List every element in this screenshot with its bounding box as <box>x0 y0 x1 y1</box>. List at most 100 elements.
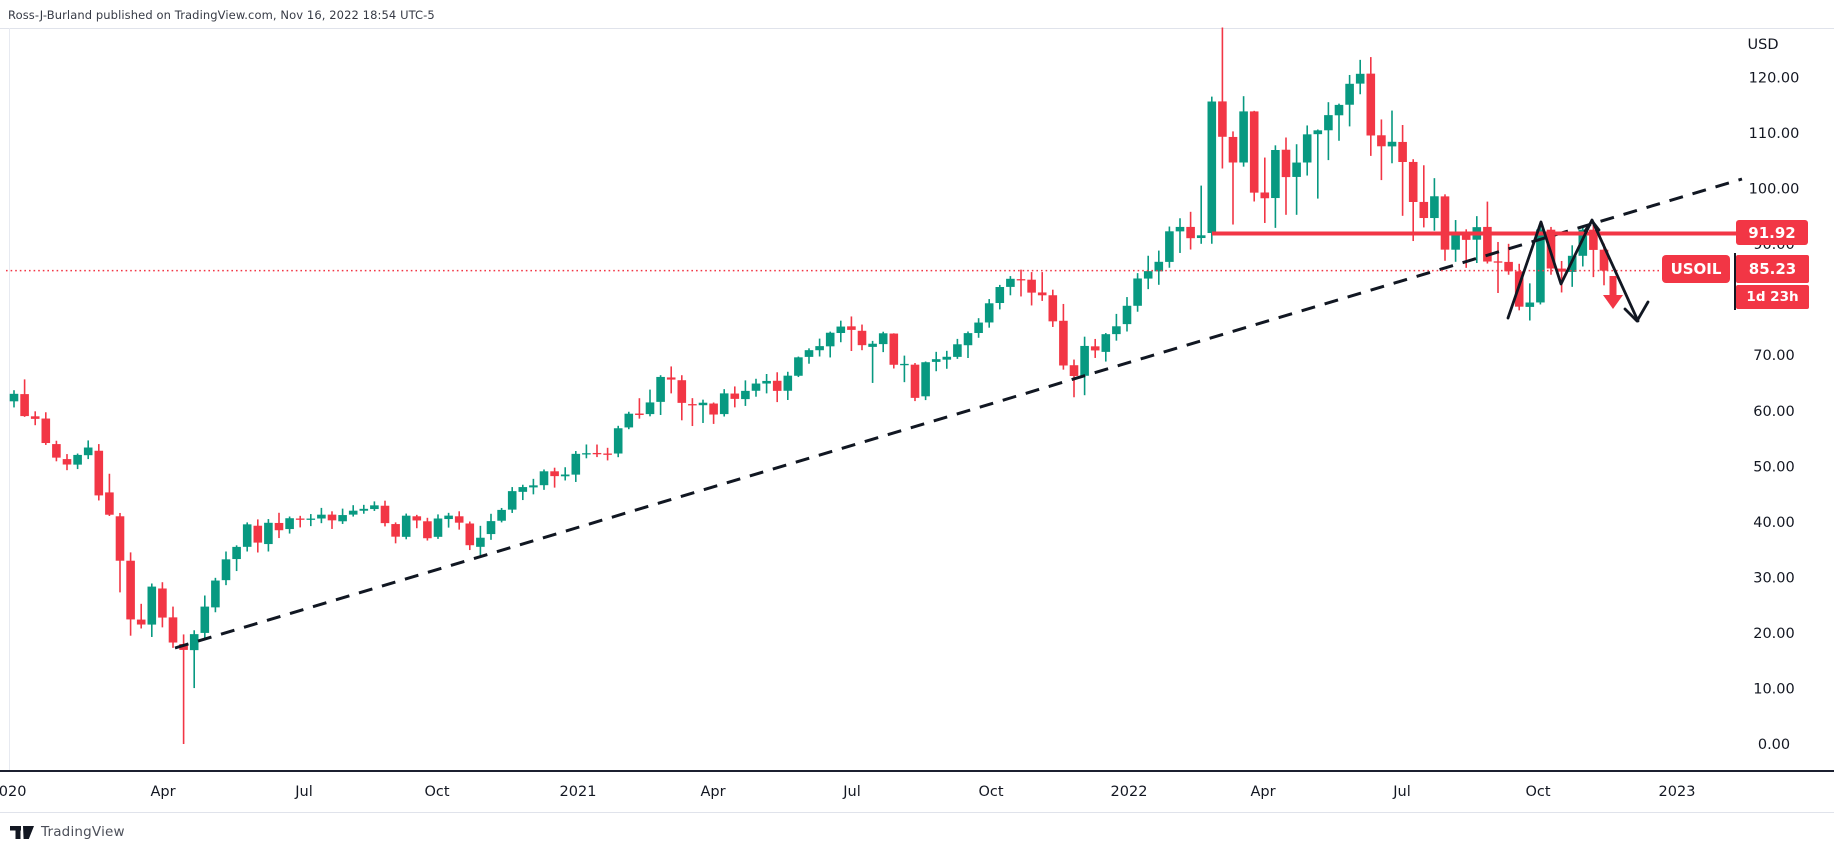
candle-body <box>1440 196 1450 250</box>
candle-body <box>52 444 61 458</box>
tradingview-logo-icon <box>10 825 34 839</box>
candle-body <box>274 522 284 531</box>
time-tick-label: 2020 <box>0 784 26 800</box>
candle-body <box>370 505 379 510</box>
candle-body <box>953 344 962 357</box>
candle-body <box>984 303 994 323</box>
candle-body <box>30 416 40 419</box>
candle-body <box>1271 149 1280 199</box>
price-tick-label: 0.00 <box>1758 737 1790 753</box>
candle-body <box>804 350 814 357</box>
time-tick-label: Oct <box>424 784 449 800</box>
time-axis[interactable] <box>0 772 1834 812</box>
candle-body <box>41 418 51 444</box>
candle-body <box>1536 229 1545 303</box>
candle-body <box>1525 302 1535 307</box>
candle-body <box>635 413 644 415</box>
candle-body <box>423 521 432 539</box>
candle-body <box>147 586 157 625</box>
zigzag-projection-drawing[interactable] <box>1506 218 1640 323</box>
candle-body <box>1143 271 1153 279</box>
zigzag-arrowhead <box>1583 219 1601 233</box>
candle-body <box>497 509 506 521</box>
time-tick-label: Jul <box>1392 784 1411 800</box>
bar-countdown-badge: 1d 23h <box>1736 285 1809 309</box>
candle-body <box>1504 261 1513 272</box>
time-tick-label: Jul <box>842 784 861 800</box>
candle-body <box>1366 73 1376 136</box>
candle-body <box>433 518 443 537</box>
candle-body <box>1387 141 1397 147</box>
candle-body <box>529 485 538 488</box>
candle-body <box>1165 231 1174 262</box>
candle-body <box>613 428 623 454</box>
candle-body <box>1419 201 1429 219</box>
price-line-label-badge: 91.92 <box>1736 220 1808 245</box>
price-tick-label: 60.00 <box>1753 404 1795 420</box>
red-down-arrow-shaft[interactable] <box>1609 276 1617 295</box>
candle-body <box>1006 278 1015 287</box>
candle-body <box>1334 104 1344 116</box>
candle-body <box>401 515 411 537</box>
time-tick-label: Oct <box>1525 784 1550 800</box>
price-tick-label: 110.00 <box>1749 126 1800 142</box>
candle-body <box>1112 326 1121 335</box>
candle-body <box>20 394 29 417</box>
candle-body <box>412 516 422 521</box>
candle-body <box>1483 226 1492 262</box>
candle-body <box>794 357 803 376</box>
time-axis-labels: 2020 Apr Jul Oct 2021 Apr Jul Oct 2022 Apr Jul Oct 2… <box>0 784 1695 800</box>
candle-body <box>1493 261 1503 263</box>
candle-body <box>295 518 305 520</box>
candle-body <box>931 359 941 362</box>
candle-body <box>1037 292 1047 296</box>
candle-body <box>921 362 930 397</box>
price-axis[interactable] <box>1745 28 1834 770</box>
candle-body <box>253 525 263 543</box>
candle-body <box>688 404 697 406</box>
candle-body <box>338 515 347 522</box>
candle-body <box>666 377 676 380</box>
candle-body <box>1302 134 1312 163</box>
trendline-dashed[interactable] <box>174 177 1743 650</box>
candle-body <box>9 393 19 402</box>
price-line-value: 91.92 <box>1748 223 1796 242</box>
candle-body <box>550 471 559 477</box>
candle-body <box>306 518 316 520</box>
candle-body <box>1228 136 1238 163</box>
last-price-badge: 85.23 <box>1736 255 1809 283</box>
candle-body <box>1451 232 1460 250</box>
candle-body <box>168 617 178 643</box>
candle-body <box>592 452 602 455</box>
price-tick-label: 10.00 <box>1753 681 1795 697</box>
drawings-layer[interactable] <box>6 177 1748 650</box>
candle-body <box>582 453 591 455</box>
candle-body <box>391 524 400 537</box>
candle-body <box>1048 295 1058 322</box>
candle-body <box>698 402 708 406</box>
candle-body <box>571 453 581 475</box>
attribution-text: Ross-J-Burland published on TradingView.… <box>8 8 435 22</box>
price-tick-label: 30.00 <box>1753 570 1795 586</box>
candle-body <box>232 546 241 560</box>
candle-body <box>126 560 135 620</box>
candle-body <box>1218 101 1227 137</box>
tradingview-footer-link[interactable]: TradingView <box>10 822 125 842</box>
candle-body <box>242 524 252 547</box>
candle-body <box>1122 305 1132 325</box>
candle-body <box>995 287 1005 304</box>
candle-body <box>158 588 167 618</box>
candle-body <box>1377 135 1386 147</box>
symbol-badge: USOIL <box>1662 255 1730 283</box>
red-down-arrow-head <box>1603 295 1623 309</box>
candle-body <box>645 402 655 415</box>
time-tick-label: Oct <box>978 784 1003 800</box>
candle-body <box>62 459 72 465</box>
candle-body <box>476 537 485 547</box>
candle-body <box>889 333 899 365</box>
candle-body <box>677 380 687 403</box>
candle-body <box>1154 261 1164 272</box>
time-tick-label: Jul <box>294 784 313 800</box>
candle-body <box>910 364 920 398</box>
